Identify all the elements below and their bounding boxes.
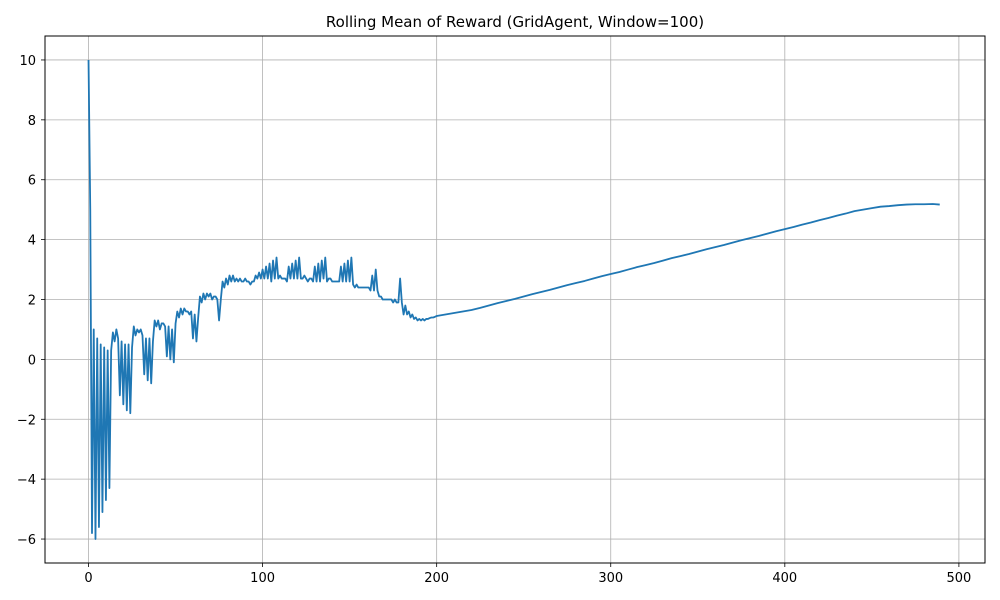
- y-tick-label: −2: [17, 413, 36, 428]
- y-tick-label: 6: [28, 174, 36, 189]
- x-tick-label: 200: [424, 571, 449, 586]
- y-tick-label: 8: [28, 114, 36, 129]
- plot-frame: [44, 35, 986, 564]
- y-tick-label: 0: [28, 353, 36, 368]
- series-line-0: [87, 59, 940, 540]
- x-tick-label: 400: [772, 571, 797, 586]
- x-tick-label: 500: [946, 571, 971, 586]
- y-tick-label: 2: [28, 294, 36, 309]
- y-tick-label: −6: [17, 533, 36, 548]
- x-axis: 0 100 200 300 400 500: [84, 563, 971, 586]
- y-axis: −6 −4 −2 0 2 4 6 8 10: [17, 54, 45, 548]
- x-tick-label: 300: [598, 571, 623, 586]
- y-tick-label: −4: [17, 473, 36, 488]
- y-tick-label: 4: [28, 234, 36, 249]
- x-tick-label: 100: [250, 571, 275, 586]
- y-tick-label: 10: [19, 54, 36, 69]
- series-layer: [87, 59, 940, 540]
- x-tick-label: 0: [84, 571, 92, 586]
- chart-title: Rolling Mean of Reward (GridAgent, Windo…: [326, 13, 704, 31]
